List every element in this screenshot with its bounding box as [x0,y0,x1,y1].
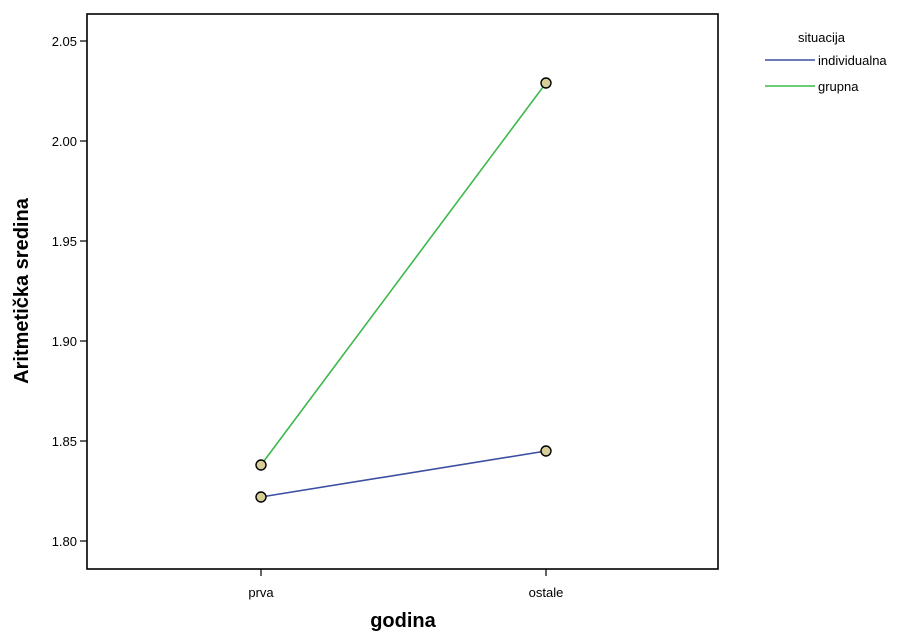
y-tick-label: 1.80 [52,534,77,549]
series-layer [255,77,552,503]
series-line-individualna [260,450,547,498]
legend-title: situacija [798,30,846,45]
data-point-individualna-ostale [540,445,552,457]
x-axis: prva ostale [248,569,563,600]
series-line-grupna [260,82,547,466]
x-axis-title: godina [370,610,436,632]
y-tick-label: 2.05 [52,34,77,49]
legend-label-individualna: individualna [818,53,887,68]
data-point-grupna-ostale [540,77,552,89]
legend-label-grupna: grupna [818,79,859,94]
plot-frame [86,13,719,570]
y-tick-label: 1.95 [52,234,77,249]
y-tick-label: 2.00 [52,134,77,149]
x-tick-label: prva [248,585,274,600]
y-axis: 1.80 1.85 1.90 1.95 2.00 2.05 [52,34,87,549]
y-tick-label: 1.90 [52,334,77,349]
legend: situacija individualna grupna [765,30,887,94]
y-axis-title: Aritmetička sredina [11,197,33,384]
x-tick-label: ostale [529,585,564,600]
data-point-individualna-prva [255,491,267,503]
y-tick-label: 1.85 [52,434,77,449]
data-point-grupna-prva [255,459,267,471]
